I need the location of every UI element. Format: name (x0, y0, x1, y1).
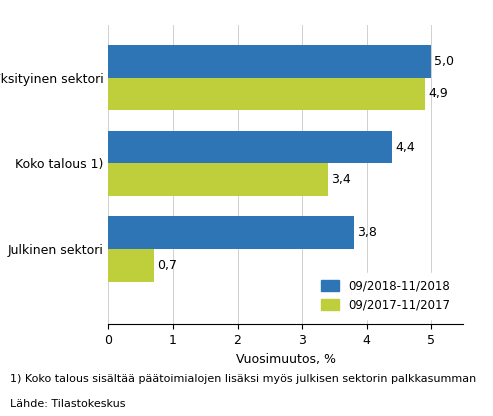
Bar (108, 249, 154, 282)
Text: Lähde: Tilastokeskus: Lähde: Tilastokeskus (10, 399, 125, 409)
Bar (108, 131, 392, 163)
Bar (108, 163, 328, 196)
Text: 4,4: 4,4 (396, 141, 416, 154)
Bar (108, 45, 431, 78)
Text: 3,4: 3,4 (331, 173, 351, 186)
Bar (108, 78, 424, 110)
Bar (108, 216, 353, 249)
Text: 4,9: 4,9 (428, 87, 448, 100)
Text: 3,8: 3,8 (357, 226, 377, 239)
Text: 1) Koko talous sisältää päätoimialojen lisäksi myös julkisen sektorin palkkasumm: 1) Koko talous sisältää päätoimialojen l… (10, 374, 476, 384)
Text: 0,7: 0,7 (157, 259, 177, 272)
Text: 5,0: 5,0 (434, 55, 455, 68)
Legend: 09/2018-11/2018, 09/2017-11/2017: 09/2018-11/2018, 09/2017-11/2017 (314, 272, 458, 319)
X-axis label: Vuosimuutos, %: Vuosimuutos, % (236, 353, 336, 366)
